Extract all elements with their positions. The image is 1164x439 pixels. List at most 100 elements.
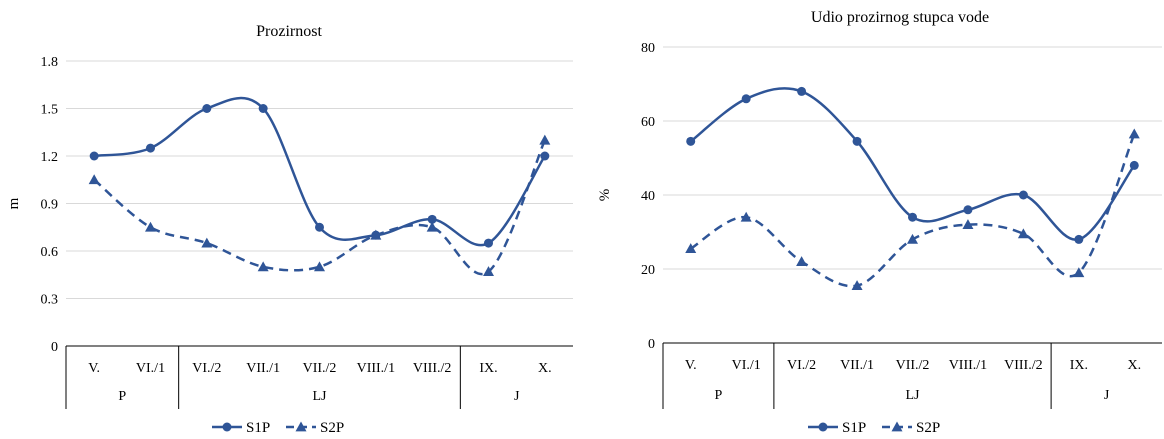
data-point [257, 261, 269, 272]
x-tick-label: X. [1127, 358, 1141, 373]
data-point [540, 151, 550, 161]
x-tick-label: VII./2 [303, 361, 337, 376]
data-point [963, 205, 973, 215]
x-tick-label: IX. [479, 361, 497, 376]
data-point [484, 238, 493, 248]
series-line [690, 133, 1136, 288]
series-s1p [89, 96, 550, 248]
data-point [852, 136, 862, 146]
legend-marker [222, 422, 232, 432]
y-tick-label: 0 [51, 340, 58, 355]
data-point [1018, 190, 1028, 200]
data-point [258, 104, 268, 113]
legend-marker [295, 421, 307, 432]
legend-label: S2P [916, 420, 940, 436]
chart-title: Udio prozirnog stupca vode [811, 9, 989, 26]
data-point [907, 233, 918, 244]
chart-prozirnost: Prozirnost 0 0.3 0.6 0.9 1.2 1.5 1.8 m V. VI./1 VI.… [6, 23, 573, 436]
legend-label: S1P [246, 420, 270, 436]
data-point [1074, 234, 1084, 244]
series-s2p [685, 128, 1140, 291]
chart-panel-udio: Udio prozirnog stupca vode 0 20 40 60 80% V. VI… [586, 0, 1164, 439]
data-point [686, 136, 696, 146]
legend: S1P S2P [808, 420, 940, 436]
group-label: LJ [906, 388, 921, 403]
data-point [314, 261, 325, 272]
group-label: P [715, 388, 723, 403]
y-tick-label: 0.3 [41, 293, 59, 308]
series-s2p [88, 134, 551, 276]
data-point [88, 174, 100, 185]
y-tick-label: 0.9 [41, 198, 59, 213]
legend-marker [891, 421, 903, 432]
data-point [741, 94, 751, 104]
legend-item: S2P [286, 420, 344, 436]
data-point [145, 221, 156, 232]
legend-label: S1P [842, 420, 866, 436]
data-point [89, 151, 99, 161]
legend-item: S1P [212, 420, 270, 436]
chart-title: Prozirnost [256, 23, 322, 40]
y-tick-label: 60 [641, 115, 655, 130]
data-point [202, 104, 212, 113]
x-tick-label: V. [88, 361, 100, 376]
y-axis-label: % [597, 189, 613, 202]
data-point [851, 280, 863, 291]
data-point [201, 237, 213, 248]
x-tick-label: VI./2 [787, 358, 816, 373]
gridlines [66, 60, 573, 299]
x-tick-label: IX. [1070, 358, 1088, 373]
data-point [1129, 160, 1139, 170]
y-tick-label: 80 [641, 41, 655, 56]
x-tick-label: VIII./1 [949, 358, 988, 373]
chart-panel-prozirnost: Prozirnost 0 0.3 0.6 0.9 1.2 1.5 1.8 m V. VI./1 VI.… [6, 23, 573, 436]
y-tick-label: 40 [641, 189, 655, 204]
y-tick-label: 20 [641, 263, 655, 278]
x-tick-label: VII./1 [840, 358, 874, 373]
data-point [962, 219, 974, 229]
y-tick-label: 1.8 [41, 55, 59, 70]
x-tick-label: VII./2 [896, 358, 930, 373]
group-label: LJ [313, 389, 328, 404]
data-point [908, 212, 917, 222]
y-tick-label: 1.2 [41, 150, 59, 165]
data-point [1017, 228, 1029, 239]
data-point [483, 266, 494, 276]
legend: S1P S2P [212, 420, 344, 436]
x-tick-label: V. [685, 358, 697, 373]
y-tick-label: 0.6 [41, 245, 59, 260]
x-tick-label: VI./2 [192, 361, 221, 376]
x-tick-label: X. [538, 361, 552, 376]
legend-label: S2P [320, 420, 344, 436]
data-point [1128, 128, 1140, 139]
data-point [370, 229, 382, 240]
data-point [685, 243, 697, 254]
y-tick-label: 1.5 [41, 103, 59, 118]
group-label: P [118, 389, 126, 404]
series-line [93, 139, 546, 276]
data-point [146, 143, 155, 153]
group-label: J [1104, 388, 1110, 403]
data-point [740, 211, 752, 222]
data-point [427, 214, 437, 224]
x-tick-label: VIII./2 [1004, 358, 1043, 373]
data-point [1073, 267, 1085, 278]
x-tick-label: VIII./2 [413, 361, 452, 376]
data-point [797, 86, 807, 96]
data-point [539, 134, 551, 145]
legend-item: S1P [808, 420, 866, 436]
data-point [796, 256, 808, 266]
data-point [426, 221, 438, 232]
x-tick-label: VI./1 [732, 358, 761, 373]
legend-item: S2P [882, 420, 940, 436]
legend-marker [818, 422, 828, 432]
series-s1p [686, 86, 1139, 244]
chart-udio-prozirnog-stupca: Udio prozirnog stupca vode 0 20 40 60 80% V. VI… [597, 9, 1162, 436]
y-axis-label: m [6, 197, 22, 209]
x-tick-label: VII./1 [246, 361, 280, 376]
data-point [315, 222, 324, 232]
y-tick-label: 0 [648, 337, 655, 352]
x-tick-label: VI./1 [136, 361, 165, 376]
x-tick-label: VIII./1 [357, 361, 396, 376]
group-label: J [514, 389, 520, 404]
